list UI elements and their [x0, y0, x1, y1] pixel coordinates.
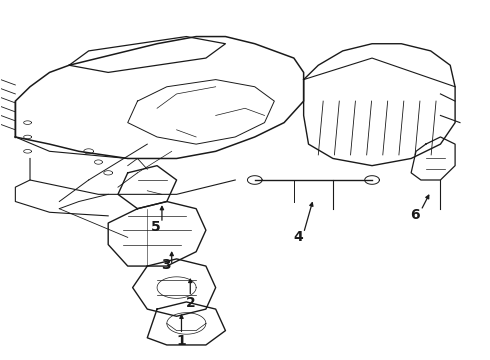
Text: 4: 4	[293, 230, 303, 244]
Text: 3: 3	[161, 258, 171, 273]
Text: 5: 5	[151, 220, 161, 234]
Text: 2: 2	[185, 296, 195, 310]
Text: 6: 6	[410, 208, 420, 222]
Text: 1: 1	[176, 334, 186, 348]
